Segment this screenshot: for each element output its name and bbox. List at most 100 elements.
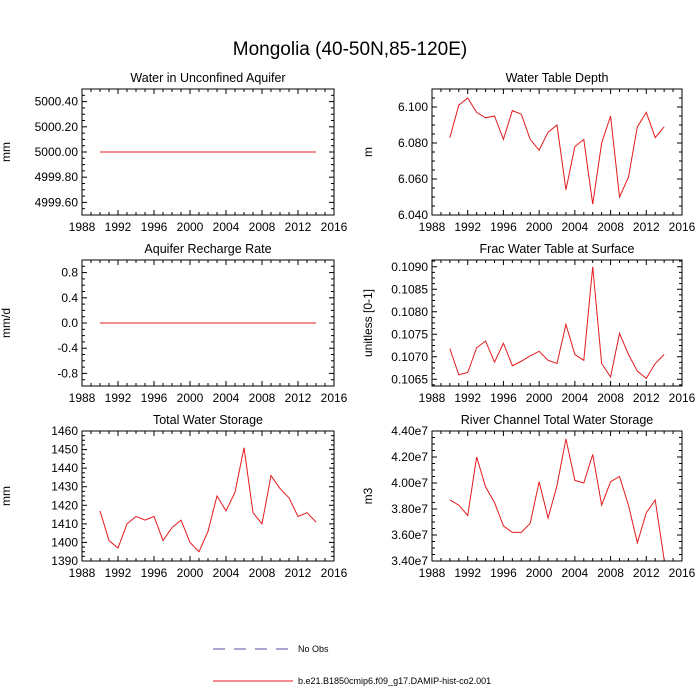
- x-tick-label: 2016: [321, 220, 348, 234]
- x-tick-label: 1996: [490, 566, 517, 580]
- y-tick-label: 5000.20: [35, 120, 79, 134]
- y-tick-label: 0.8: [61, 266, 78, 280]
- plot-frame: [431, 430, 683, 562]
- y-tick-label: 0.1090: [391, 260, 428, 274]
- x-tick-label: 2000: [177, 220, 204, 234]
- y-tick-label: 1420: [51, 498, 78, 512]
- series-line: [449, 438, 665, 560]
- x-tick-label: 1996: [490, 391, 517, 405]
- panel-frac-water-table-at-surface: Frac Water Table at Surface 1988 1992 1996 2…: [361, 242, 696, 405]
- y-axis-label: mm: [0, 142, 13, 162]
- panel-title: Frac Water Table at Surface: [480, 242, 635, 256]
- x-tick-label: 1992: [105, 220, 132, 234]
- x-tick-label: 2000: [177, 391, 204, 405]
- y-tick-label: 0.1080: [391, 305, 428, 319]
- y-tick-label: 1460: [51, 424, 78, 438]
- y-tick-label: 4.20e7: [391, 450, 428, 464]
- x-tick-label: 2012: [633, 391, 660, 405]
- y-axis-label: m3: [361, 487, 375, 504]
- plot-frame: [81, 430, 335, 562]
- y-tick-label: 4.40e7: [391, 424, 428, 438]
- x-tick-label: 1988: [419, 220, 446, 234]
- y-tick-label: 4999.80: [35, 170, 79, 184]
- y-tick-label: 1440: [51, 461, 78, 475]
- y-tick-label: 5000.40: [35, 95, 79, 109]
- panel-title: Aquifer Recharge Rate: [144, 242, 271, 256]
- y-tick-label: 3.40e7: [391, 554, 428, 568]
- panel-title: River Channel Total Water Storage: [461, 413, 654, 427]
- panel-title: Total Water Storage: [153, 413, 263, 427]
- figure-title: Mongolia (40-50N,85-120E): [233, 39, 467, 60]
- x-tick-label: 2012: [285, 566, 312, 580]
- x-tick-label: 2004: [213, 391, 240, 405]
- legend-label-no-obs: No Obs: [298, 644, 329, 654]
- y-tick-label: 0.1075: [391, 327, 428, 341]
- x-tick-label: 2012: [633, 566, 660, 580]
- x-tick-label: 2016: [669, 220, 696, 234]
- x-tick-label: 2000: [526, 220, 553, 234]
- y-tick-label: -0.4: [57, 341, 78, 355]
- y-axis-label: unitless [0-1]: [361, 289, 375, 357]
- x-tick-label: 2012: [285, 220, 312, 234]
- x-tick-label: 1992: [454, 391, 481, 405]
- y-tick-label: 1450: [51, 443, 78, 457]
- x-tick-label: 1996: [141, 566, 168, 580]
- x-tick-label: 2016: [669, 566, 696, 580]
- x-tick-label: 2012: [633, 220, 660, 234]
- x-tick-label: 2000: [526, 391, 553, 405]
- legend: No Obs b.e21.B1850cmip6.f09_g17.DAMIP-hi…: [213, 644, 491, 686]
- panel-water-in-unconfined-aquifer: Water in Unconfined Aquifer 1988 1992 1996 2…: [0, 71, 348, 234]
- y-tick-label: 1400: [51, 535, 78, 549]
- x-tick-label: 2000: [177, 566, 204, 580]
- panel-aquifer-recharge-rate: Aquifer Recharge Rate 1988 1992 1996 2000 200…: [0, 242, 348, 405]
- panel-title: Water Table Depth: [506, 71, 609, 85]
- y-tick-label: 3.60e7: [391, 528, 428, 542]
- x-tick-label: 2004: [562, 220, 589, 234]
- y-axis-label: m: [361, 147, 375, 157]
- x-tick-label: 2016: [669, 391, 696, 405]
- x-tick-label: 1992: [105, 566, 132, 580]
- x-tick-label: 2008: [597, 391, 624, 405]
- y-tick-label: 0.1085: [391, 282, 428, 296]
- y-tick-label: 6.100: [398, 100, 428, 114]
- x-tick-label: 2004: [213, 566, 240, 580]
- plot-frame: [431, 88, 683, 216]
- y-tick-label: 6.040: [398, 208, 428, 222]
- panels-group: Water in Unconfined Aquifer 1988 1992 1996 2…: [0, 71, 696, 580]
- x-tick-label: 1992: [454, 566, 481, 580]
- x-tick-label: 1988: [69, 566, 96, 580]
- x-tick-label: 1996: [490, 220, 517, 234]
- y-tick-label: 5000.00: [35, 145, 79, 159]
- x-tick-label: 1988: [419, 566, 446, 580]
- y-tick-label: 4.00e7: [391, 476, 428, 490]
- x-tick-label: 1988: [69, 391, 96, 405]
- x-tick-label: 2016: [321, 391, 348, 405]
- x-tick-label: 2000: [526, 566, 553, 580]
- y-tick-label: 1410: [51, 517, 78, 531]
- x-tick-label: 2008: [597, 566, 624, 580]
- y-tick-label: 1390: [51, 554, 78, 568]
- x-tick-label: 2008: [597, 220, 624, 234]
- y-tick-label: 0.0: [61, 316, 78, 330]
- y-tick-label: 3.80e7: [391, 502, 428, 516]
- panel-title: Water in Unconfined Aquifer: [130, 71, 285, 85]
- x-tick-label: 1996: [141, 391, 168, 405]
- y-tick-label: 6.060: [398, 172, 428, 186]
- y-tick-label: 0.1065: [391, 372, 428, 386]
- x-tick-label: 1992: [105, 391, 132, 405]
- x-tick-label: 2008: [249, 566, 276, 580]
- y-tick-label: 1430: [51, 480, 78, 494]
- panel-total-water-storage: Total Water Storage 1988 1992 1996 2000 2004 2…: [0, 413, 348, 580]
- x-tick-label: 2004: [562, 391, 589, 405]
- x-tick-label: 1996: [141, 220, 168, 234]
- y-axis-label: mm: [0, 486, 13, 506]
- x-tick-label: 2008: [249, 220, 276, 234]
- y-axis-label: mm/d: [0, 308, 13, 338]
- y-tick-label: 0.4: [61, 291, 78, 305]
- x-tick-label: 2008: [249, 391, 276, 405]
- x-tick-label: 1988: [69, 220, 96, 234]
- series-line: [449, 97, 665, 205]
- series-line: [99, 447, 317, 553]
- legend-label-model: b.e21.B1850cmip6.f09_g17.DAMIP-hist-co2.…: [298, 676, 491, 686]
